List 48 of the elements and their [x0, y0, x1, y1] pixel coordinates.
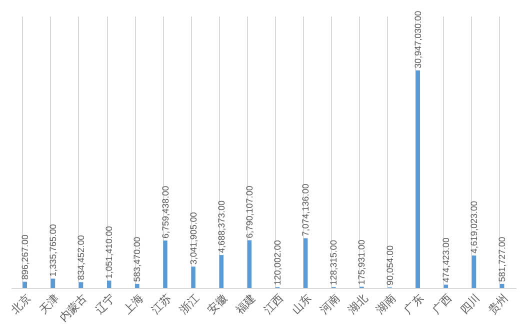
bar [304, 238, 308, 288]
x-tick-label: 湖南 [374, 292, 398, 317]
data-label: 4,688,373.00 [216, 200, 226, 254]
data-label: 90,054.00 [384, 245, 395, 286]
bar [191, 266, 196, 288]
data-label: 896,267.00 [20, 234, 30, 280]
x-tick-label: 贵州 [486, 292, 511, 317]
data-label: 128,315.00 [328, 240, 339, 286]
data-label: 3,041,905.00 [188, 212, 198, 265]
data-label: 7,074,136.00 [300, 184, 311, 236]
bar [163, 240, 168, 288]
data-label: 1,051,410.00 [104, 226, 114, 279]
bar [472, 256, 476, 288]
data-label: 175,931.00 [356, 240, 367, 285]
x-tick-label: 浙江 [177, 292, 202, 317]
data-label: 1,335,765.00 [48, 224, 58, 277]
data-label: 583,470.00 [132, 236, 142, 282]
x-tick-label: 山东 [289, 292, 314, 317]
bar [416, 70, 420, 288]
bar [444, 284, 448, 288]
bar [219, 255, 224, 288]
x-tick-label: 福建 [233, 292, 258, 317]
x-tick-label: 广西 [430, 292, 454, 317]
x-tick-label: 辽宁 [92, 292, 118, 317]
bar [107, 280, 112, 288]
bar [78, 282, 84, 288]
x-tick-label: 北京 [8, 292, 34, 317]
data-label: 4,619,023.00 [469, 200, 480, 254]
x-tick-label: 河南 [317, 292, 342, 317]
x-tick-label: 湖北 [345, 292, 370, 317]
data-label: 474,423.00 [440, 238, 451, 283]
bar [50, 278, 56, 288]
data-label: 834,452.00 [76, 235, 86, 280]
x-tick-label: 江苏 [148, 292, 174, 317]
bar [22, 282, 27, 288]
x-tick-label: 江西 [261, 292, 286, 317]
x-tick-label: 安徽 [205, 292, 230, 317]
bar [135, 284, 140, 288]
data-label: 6,759,438.00 [160, 186, 170, 238]
x-tick-label: 上海 [120, 292, 146, 317]
bar [247, 240, 252, 288]
data-label: 30,947,030.00 [412, 10, 423, 68]
data-label: 6,790,107.00 [244, 186, 254, 238]
bar [500, 284, 504, 288]
x-tick-label: 广东 [402, 292, 426, 317]
data-label: 120,002.00 [272, 240, 283, 286]
x-tick-label: 四川 [458, 292, 483, 317]
data-label: 581,727.00 [497, 236, 508, 282]
